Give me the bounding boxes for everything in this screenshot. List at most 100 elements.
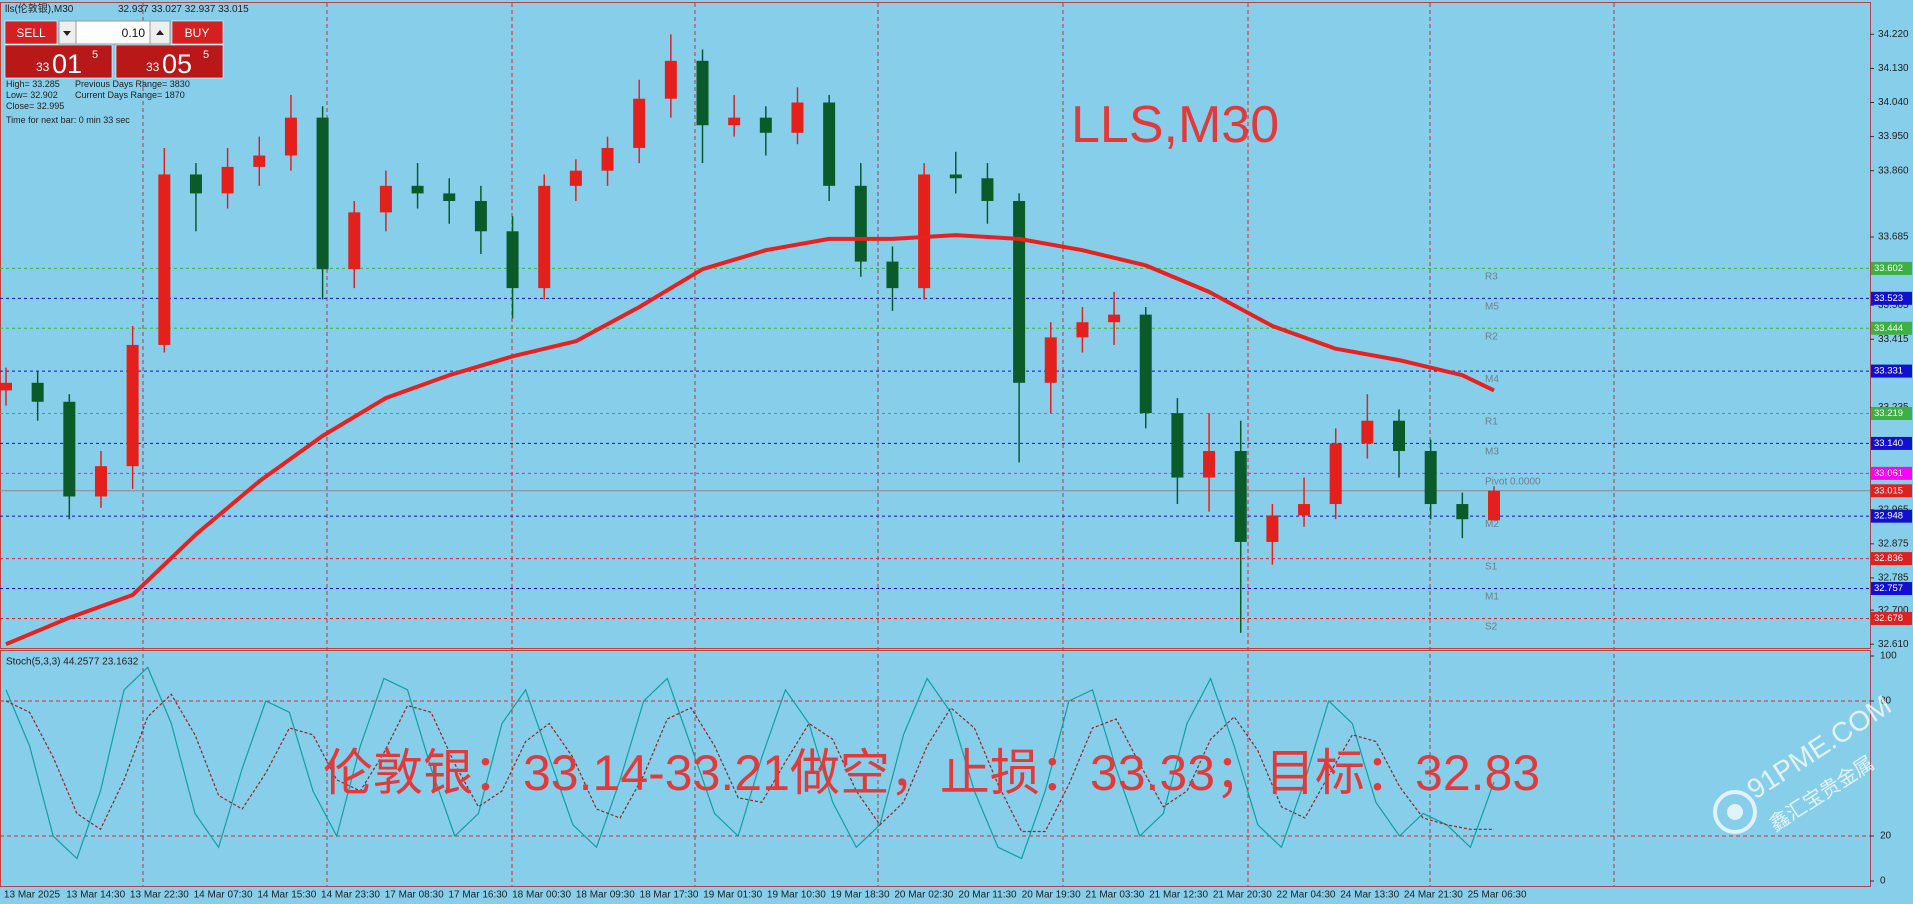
candle-body xyxy=(791,102,804,133)
ohlc: 32.937 33.027 32.937 33.015 xyxy=(118,4,249,15)
candle-body xyxy=(601,147,614,171)
buy-label[interactable]: BUY xyxy=(185,26,210,40)
annotation: 伦敦银：33.14-33.21做空，止损：33.33；目标：32.83 xyxy=(323,745,1540,801)
x-tick-label: 20 Mar 19:30 xyxy=(1022,890,1081,901)
sell-price-box[interactable] xyxy=(4,44,113,79)
sell-button[interactable] xyxy=(4,20,58,45)
candle-body xyxy=(1424,451,1437,505)
y-tick-label: 32.785 xyxy=(1878,573,1909,584)
candle-body xyxy=(31,382,44,402)
candle-body xyxy=(1076,322,1089,338)
y-tick-label: 32.700 xyxy=(1878,605,1909,616)
x-tick-label: 21 Mar 12:30 xyxy=(1149,890,1208,901)
sell-price-big: 33 xyxy=(36,60,50,74)
y-tick-label: 33.505 xyxy=(1878,300,1909,311)
x-tick-label: 19 Mar 10:30 xyxy=(767,890,826,901)
candle-body xyxy=(1266,515,1279,542)
level-name: M3 xyxy=(1485,446,1499,457)
stoch-panel-frame xyxy=(0,650,1871,887)
candle-body xyxy=(316,117,329,270)
candle-body xyxy=(633,98,646,148)
lots-value[interactable]: 0.10 xyxy=(122,26,146,40)
x-tick-label: 13 Mar 22:30 xyxy=(130,890,189,901)
x-tick-label: 19 Mar 01:30 xyxy=(703,890,762,901)
level-name: R3 xyxy=(1485,271,1498,282)
candle-body xyxy=(1013,200,1026,383)
level-tag xyxy=(1871,321,1912,335)
x-tick-label: 14 Mar 07:30 xyxy=(194,890,253,901)
candle-body xyxy=(126,344,139,467)
y-tick-label: 34.040 xyxy=(1878,97,1909,108)
candle-body xyxy=(1171,413,1184,478)
level-tag xyxy=(1871,291,1912,305)
watermark-logo xyxy=(1713,790,1757,834)
x-tick-label: 14 Mar 23:30 xyxy=(321,890,380,901)
x-tick-label: 18 Mar 17:30 xyxy=(640,890,699,901)
candle-body xyxy=(1329,443,1342,505)
level-tag xyxy=(1871,407,1912,421)
x-tick-label: 14 Mar 15:30 xyxy=(257,890,316,901)
level-name: S2 xyxy=(1485,621,1498,632)
x-tick-label: 18 Mar 09:30 xyxy=(576,890,635,901)
level-tag xyxy=(1871,509,1912,523)
sell-price-small: 5 xyxy=(92,49,98,61)
x-tick-label: 13 Mar 2025 xyxy=(4,890,61,901)
candle-body xyxy=(759,117,772,133)
candle-body xyxy=(63,401,76,497)
stoch-title: Stoch(5,3,3) 44.2577 23.1632 xyxy=(6,657,139,668)
level-name: S1 xyxy=(1485,562,1498,573)
y-tick-label: 33.415 xyxy=(1878,334,1909,345)
candle-body xyxy=(918,174,931,289)
stoch-main xyxy=(5,666,1495,860)
candle-body xyxy=(1361,420,1374,444)
sell-price-main: 01 xyxy=(52,49,82,79)
info-prev-range: Previous Days Range= 3830 xyxy=(75,79,190,89)
level-tag-label: 33.523 xyxy=(1874,293,1903,304)
level-tag-label: 33.140 xyxy=(1874,438,1903,449)
down-arrow xyxy=(63,31,71,36)
y-tick-label: 33.860 xyxy=(1878,165,1909,176)
level-tag-label: 32.948 xyxy=(1874,511,1903,522)
info-low: Low= 32.902 xyxy=(6,90,58,100)
candle-body xyxy=(823,102,836,186)
candle-body xyxy=(1044,337,1057,383)
candle-body xyxy=(0,382,12,391)
x-tick-label: 20 Mar 02:30 xyxy=(894,890,953,901)
x-tick-label: 20 Mar 11:30 xyxy=(958,890,1017,901)
candle-body xyxy=(189,174,202,194)
level-tag xyxy=(1871,611,1912,625)
symbol: lls(伦敦银),M30 xyxy=(5,2,74,15)
y-tick-label: 33.950 xyxy=(1878,131,1909,142)
buy-price-big: 33 xyxy=(146,60,160,74)
candle-body xyxy=(981,178,994,201)
price-panel-frame xyxy=(0,2,1871,649)
candle-body xyxy=(569,170,582,186)
candle-body xyxy=(1234,451,1247,542)
buy-price-box[interactable] xyxy=(115,44,224,79)
candle-body xyxy=(1203,451,1216,478)
level-name: M4 xyxy=(1485,374,1499,385)
level-tag xyxy=(1871,552,1912,566)
level-tag-label: 33.219 xyxy=(1874,408,1903,419)
level-name: M5 xyxy=(1485,301,1499,312)
x-tick-label: 24 Mar 21:30 xyxy=(1404,890,1463,901)
candle-body xyxy=(348,212,361,270)
y-tick-label: 34.220 xyxy=(1878,29,1909,40)
sell-label[interactable]: SELL xyxy=(16,26,46,40)
y-tick-label: 33.685 xyxy=(1878,232,1909,243)
x-tick-label: 21 Mar 03:30 xyxy=(1085,890,1144,901)
candle-body xyxy=(854,185,867,262)
candle-body xyxy=(886,261,899,289)
info-high: High= 33.285 xyxy=(6,79,60,89)
info-cur-range: Current Days Range= 1870 xyxy=(75,90,185,100)
level-tag xyxy=(1871,466,1912,480)
x-tick-label: 17 Mar 08:30 xyxy=(385,890,444,901)
candle-body xyxy=(506,231,519,289)
level-tag xyxy=(1871,261,1912,275)
buy-button[interactable] xyxy=(171,20,224,45)
current-price-label: 33.015 xyxy=(1874,485,1903,496)
level-tag-label: 32.678 xyxy=(1874,613,1903,624)
level-tag-label: 33.331 xyxy=(1874,366,1903,377)
up-arrow xyxy=(156,30,164,35)
